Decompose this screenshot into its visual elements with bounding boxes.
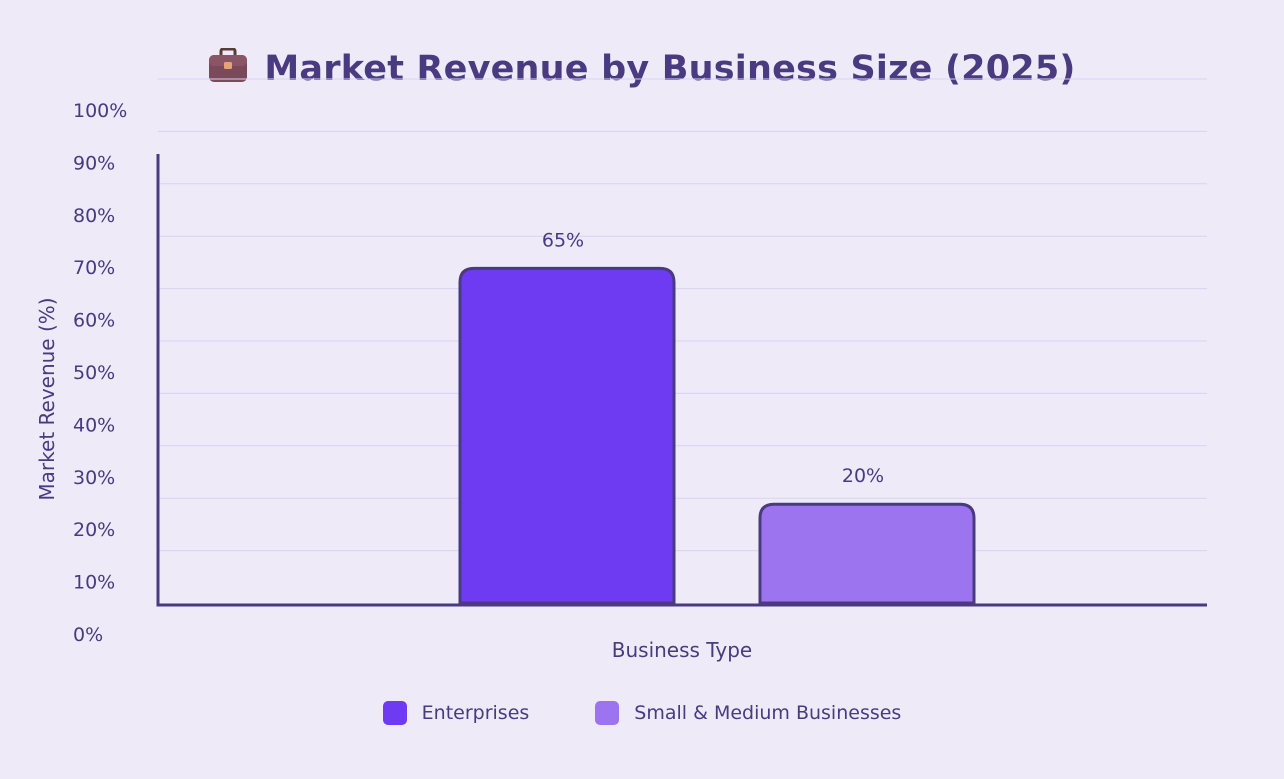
gridlines	[158, 78, 1207, 552]
y-tick-label: 60%	[73, 310, 115, 332]
chart-title: Market Revenue by Business Size (2025)	[0, 47, 1284, 93]
y-tick-label: 30%	[73, 467, 115, 489]
y-tick-label: 80%	[73, 205, 115, 227]
y-axis-label: Market Revenue (%)	[35, 297, 59, 500]
y-tick-labels: 0% 10% 20% 30% 40% 50% 60% 70% 80% 90% 100%	[73, 100, 127, 646]
y-tick-label: 70%	[73, 257, 115, 279]
y-tick-label: 100%	[73, 100, 127, 122]
legend-item-enterprises[interactable]: Enterprises	[382, 701, 530, 725]
bar-0	[458, 266, 676, 605]
legend-item-smb[interactable]: Small & Medium Businesses	[595, 701, 901, 725]
legend-swatch	[595, 701, 620, 725]
legend-label: Small & Medium Businesses	[634, 702, 902, 724]
x-axis-label: Business Type	[612, 638, 753, 662]
briefcase-icon	[208, 47, 248, 93]
axes	[156, 154, 1207, 607]
y-tick-label: 50%	[73, 362, 115, 384]
y-tick-label: 90%	[73, 152, 115, 174]
bars: 65% 20%	[458, 229, 976, 605]
data-label: 20%	[842, 465, 884, 487]
legend-swatch	[382, 701, 407, 725]
bar-1	[758, 502, 976, 605]
y-tick-label: 0%	[73, 624, 103, 646]
data-label: 65%	[542, 229, 584, 251]
chart-title-text: Market Revenue by Business Size (2025)	[264, 49, 1076, 89]
y-tick-label: 20%	[73, 519, 115, 541]
y-tick-label: 10%	[73, 572, 115, 594]
legend: Enterprises Small & Medium Businesses	[0, 701, 1284, 725]
legend-label: Enterprises	[421, 702, 530, 724]
y-tick-label: 40%	[73, 414, 115, 436]
